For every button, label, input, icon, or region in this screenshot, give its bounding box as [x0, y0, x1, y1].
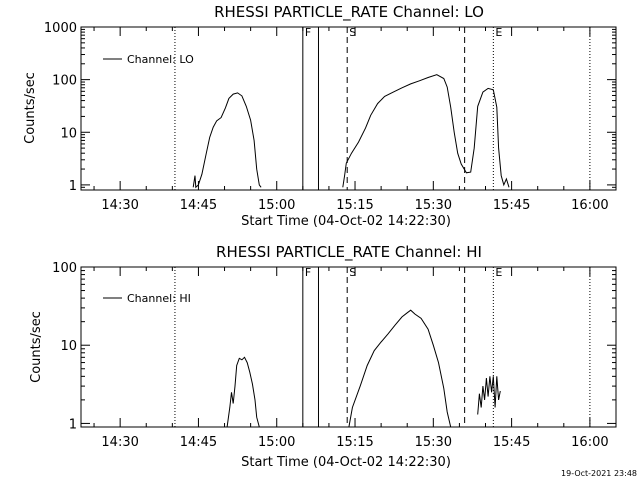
x-tick-label: 14:30 — [101, 198, 138, 213]
legend-label: Channel: HI — [127, 292, 191, 305]
event-marker-label: S — [349, 266, 356, 279]
x-tick-label: 15:00 — [258, 435, 295, 450]
event-marker-label: S — [349, 26, 356, 39]
y-axis-label: Counts/sec — [29, 311, 44, 383]
y-tick-label: 10 — [60, 126, 77, 141]
plot-area — [80, 26, 617, 191]
legend: Channel: LO — [103, 53, 194, 66]
series-line-segment — [192, 92, 262, 189]
x-tick-label: 15:45 — [493, 198, 530, 213]
x-tick-label: 16:00 — [571, 435, 608, 450]
x-tick-label: 15:15 — [336, 198, 373, 213]
chart-title: RHESSI PARTICLE_RATE Channel: LO — [214, 3, 484, 22]
axis-ticks: 14:30 14:45 15:00 15:15 15:30 15:45 16:00 1 10 10… — [52, 261, 617, 450]
legend-label: Channel: LO — [127, 53, 194, 66]
x-tick-label: 15:15 — [336, 435, 373, 450]
series-line-segment — [477, 376, 501, 415]
series-lines — [226, 309, 501, 428]
chart-title: RHESSI PARTICLE_RATE Channel: HI — [216, 243, 482, 262]
y-tick-label: 1 — [69, 417, 77, 432]
x-tick-label: 14:45 — [180, 435, 217, 450]
series-line-segment — [226, 356, 260, 428]
x-tick-label: 14:30 — [101, 435, 138, 450]
x-tick-label: 14:45 — [180, 198, 217, 213]
x-axis-label: Start Time (04-Oct-02 14:22:30) — [241, 214, 451, 229]
x-tick-label: 15:30 — [415, 198, 452, 213]
y-tick-label: 100 — [52, 261, 77, 276]
x-tick-label: 15:45 — [493, 435, 530, 450]
series-line-segment — [342, 74, 510, 188]
y-tick-label: 100 — [52, 74, 77, 89]
legend: Channel: HI — [103, 292, 191, 305]
series-lines — [192, 74, 510, 189]
footer-timestamp: 19-Oct-2021 23:48 — [561, 469, 637, 478]
event-marker-label: F — [305, 266, 311, 279]
x-axis-label: Start Time (04-Oct-02 14:22:30) — [241, 455, 451, 470]
plot-area — [80, 266, 617, 428]
chart-panel-lo: RHESSI PARTICLE_RATE Channel: LO Counts/… — [23, 3, 617, 229]
chart-panel-hi: RHESSI PARTICLE_RATE Channel: HI Counts/… — [29, 243, 617, 470]
series-line-segment — [348, 309, 452, 428]
axis-ticks: 14:30 14:45 15:00 15:15 15:30 15:45 16:00 1 10 10… — [44, 21, 617, 213]
x-tick-label: 15:30 — [415, 435, 452, 450]
y-tick-label: 1 — [69, 179, 77, 194]
event-marker-label: F — [305, 26, 311, 39]
event-marker-label: E — [495, 266, 502, 279]
y-tick-label: 10 — [60, 339, 77, 354]
event-marker-label: E — [495, 26, 502, 39]
y-tick-label: 1000 — [44, 21, 77, 36]
x-tick-label: 16:00 — [571, 198, 608, 213]
y-axis-label: Counts/sec — [23, 72, 38, 144]
x-tick-label: 15:00 — [258, 198, 295, 213]
